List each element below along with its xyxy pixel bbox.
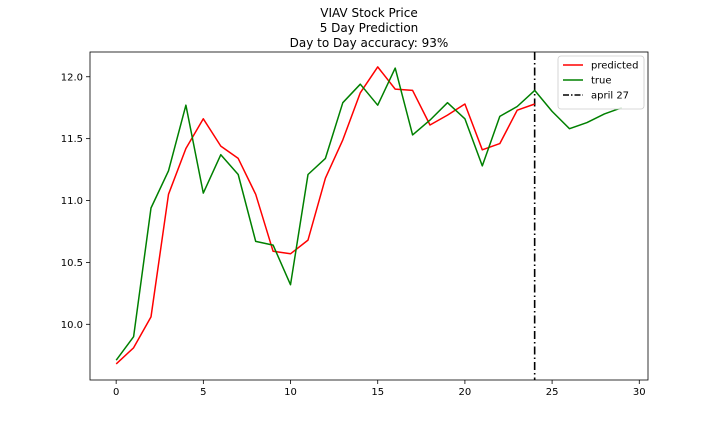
axes: 0 5 10 15 20 25 30 10.0 10.5 11.0 11.5 12.0	[61, 51, 649, 398]
legend-label-april-27: april 27	[591, 91, 629, 102]
title-line-3: Day to Day accuracy: 93%	[290, 36, 449, 50]
title-line-1: VIAV Stock Price	[320, 6, 418, 20]
series-line-predicted	[115, 66, 535, 365]
x-tick-label: 20	[459, 387, 472, 398]
x-tick-label: 5	[200, 387, 206, 398]
x-tick-label: 25	[546, 387, 559, 398]
plot-area	[115, 52, 623, 380]
y-tick-label: 11.5	[61, 134, 83, 145]
chart-title: VIAV Stock Price 5 Day Prediction Day to…	[290, 6, 449, 50]
y-tick-label: 11.0	[61, 196, 83, 207]
x-tick-label: 10	[284, 387, 297, 398]
title-line-2: 5 Day Prediction	[320, 21, 419, 35]
legend-label-predicted: predicted	[591, 61, 638, 72]
y-tick-label: 12.0	[61, 72, 83, 83]
x-tick-label: 15	[371, 387, 384, 398]
x-tick-label: 30	[633, 387, 646, 398]
legend: predicted true april 27	[557, 55, 645, 110]
y-tick-label: 10.0	[61, 320, 83, 331]
series-line-true	[115, 67, 623, 361]
y-tick-label: 10.5	[61, 258, 83, 269]
legend-label-true: true	[591, 76, 612, 87]
x-tick-label: 0	[113, 387, 119, 398]
axes-frame	[89, 51, 649, 381]
